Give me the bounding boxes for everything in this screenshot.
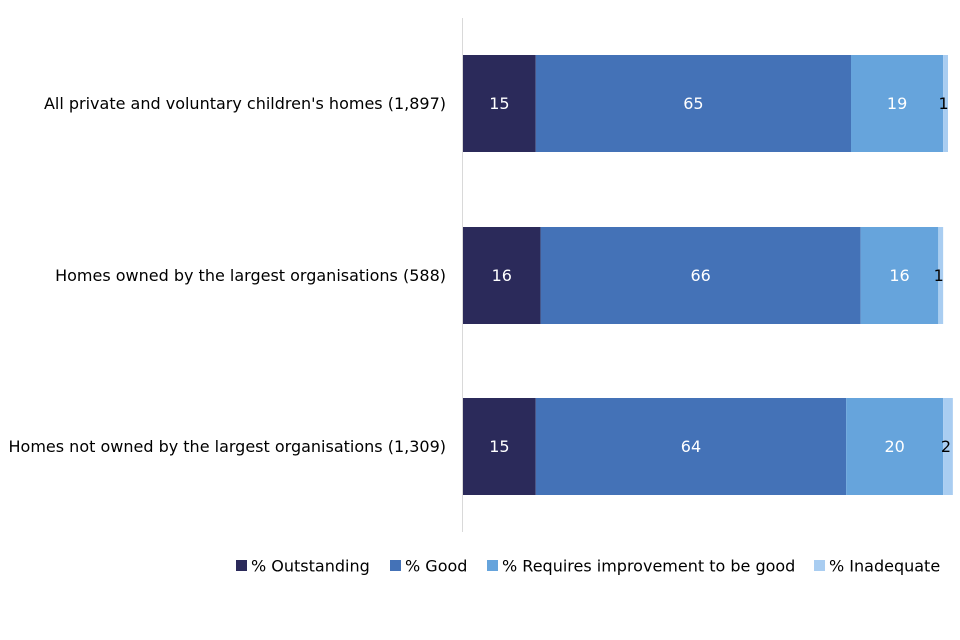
bar-segment: [860, 227, 939, 324]
legend-swatch: [236, 560, 247, 571]
category-label: All private and voluntary children's hom…: [44, 94, 446, 113]
bar-segment: [938, 227, 944, 324]
bar-segment: [535, 398, 847, 495]
legend-swatch: [814, 560, 825, 571]
data-label: 1: [934, 266, 944, 285]
bar-segment: [851, 55, 944, 152]
legend-entry: % Inadequate: [829, 557, 940, 576]
legend-swatch: [390, 560, 401, 571]
data-label: 65: [683, 94, 703, 113]
data-label: 15: [489, 94, 509, 113]
legend-entry: % Outstanding: [251, 557, 370, 576]
data-label: 66: [690, 266, 710, 285]
data-label: 16: [492, 266, 512, 285]
bar-segment: [463, 227, 541, 324]
data-label: 2: [941, 437, 951, 456]
legend-entry: % Good: [405, 557, 467, 576]
bar-segment: [540, 227, 861, 324]
bar-segment: [463, 398, 536, 495]
data-label: 64: [681, 437, 701, 456]
legend-swatch: [487, 560, 498, 571]
bar-segment: [943, 55, 948, 152]
bar-segment: [943, 398, 953, 495]
bar-segment: [846, 398, 944, 495]
data-label: 16: [889, 266, 909, 285]
data-label: 15: [489, 437, 509, 456]
category-label: Homes owned by the largest organisations…: [55, 266, 446, 285]
legend-entry: % Requires improvement to be good: [502, 557, 795, 576]
bar-segment: [535, 55, 851, 152]
data-label: 20: [884, 437, 904, 456]
category-label: Homes not owned by the largest organisat…: [9, 437, 447, 456]
data-label: 1: [938, 94, 948, 113]
bar-segment: [463, 55, 536, 152]
data-label: 19: [887, 94, 907, 113]
